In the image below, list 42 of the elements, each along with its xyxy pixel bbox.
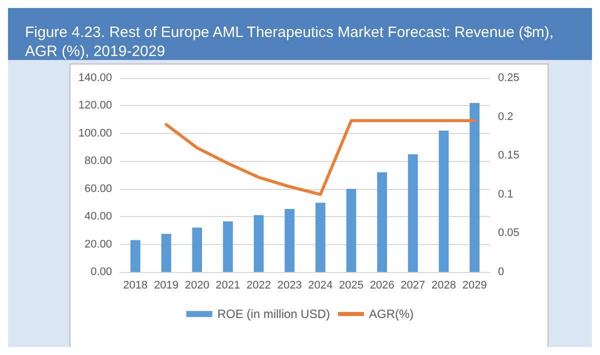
x-tick-label: 2024 (308, 280, 333, 292)
y-tick-label: 100.00 (78, 127, 112, 140)
y-tick-label: 140.00 (78, 72, 112, 84)
x-tick-label: 2023 (277, 280, 302, 292)
bar (438, 130, 449, 272)
y-tick-label: 120.00 (78, 100, 112, 112)
x-tick-label: 2019 (154, 280, 178, 292)
y-tick-label: 80.00 (84, 155, 112, 168)
bar (222, 221, 233, 272)
bar (284, 208, 295, 272)
x-tick-label: 2022 (246, 280, 271, 292)
x-tick-label: 2027 (400, 280, 426, 292)
x-tick-label: 2018 (123, 280, 148, 292)
line-series (164, 119, 476, 196)
bar (161, 234, 172, 272)
x-tick-label: 2026 (370, 280, 394, 292)
bar (315, 202, 326, 272)
bar (192, 228, 202, 272)
y-tick-label: 40.00 (84, 210, 112, 223)
x-tick-label: 2021 (216, 280, 240, 292)
y-tick-label: 0.00 (90, 266, 112, 278)
y2-tick-label: 0 (498, 266, 504, 278)
bar (254, 215, 264, 272)
chart-title: Figure 4.23. Rest of Europe AML Therapeutics Market Forecast: Revenue ($m), AGR (%), 2019-2029 (25, 24, 558, 60)
y2-tick-label: 0.1 (498, 188, 514, 200)
bar (408, 154, 418, 272)
bar (470, 102, 480, 272)
y2-tick-label: 0.05 (498, 227, 520, 240)
y2-tick-label: 0.2 (498, 110, 514, 123)
y2-tick-label: 0.15 (498, 150, 520, 162)
legend-label: ROE (in million USD) (217, 307, 330, 321)
legend-label: AGR(%) (369, 307, 414, 321)
bar (130, 240, 140, 272)
x-tick-label: 2020 (184, 280, 210, 292)
bar (346, 188, 356, 272)
y-tick-label: 20.00 (84, 238, 112, 250)
bar (377, 172, 388, 272)
y-tick-label: 60.00 (84, 182, 112, 195)
y2-tick-label: 0.25 (498, 72, 520, 84)
x-tick-label: 2029 (462, 280, 487, 292)
x-tick-label: 2028 (432, 280, 456, 292)
x-tick-label: 2025 (339, 280, 364, 292)
